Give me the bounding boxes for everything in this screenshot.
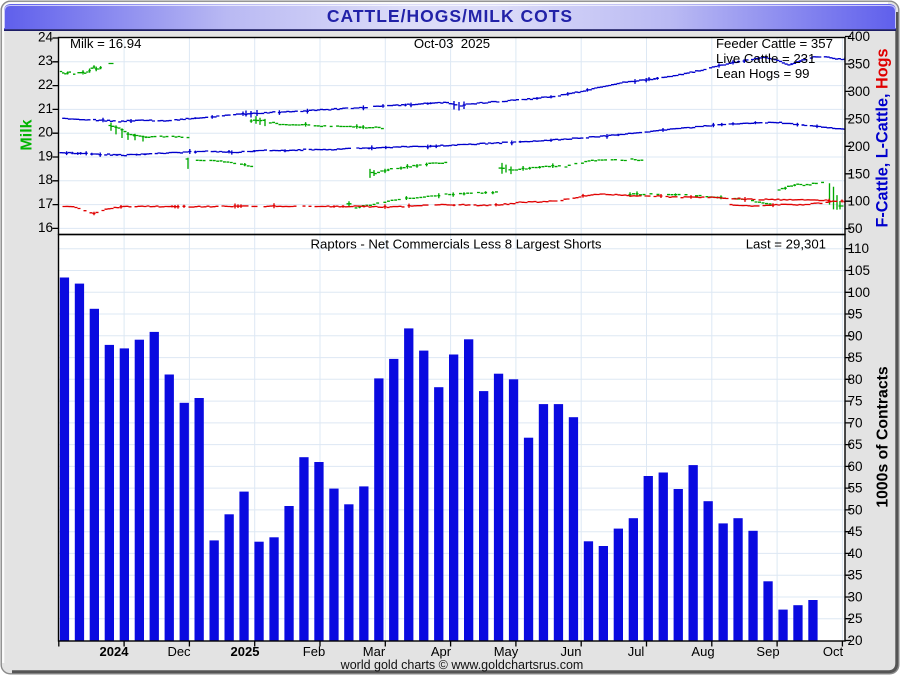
svg-text:25: 25: [848, 611, 863, 626]
svg-text:40: 40: [848, 546, 863, 561]
svg-text:Jun: Jun: [561, 644, 582, 659]
svg-text:20: 20: [848, 633, 863, 648]
svg-text:Feeder Cattle = 357: Feeder Cattle = 357: [716, 36, 833, 51]
svg-text:16: 16: [38, 220, 53, 235]
svg-text:Last = 29,301: Last = 29,301: [746, 237, 826, 252]
svg-text:50: 50: [848, 502, 863, 517]
svg-text:17: 17: [38, 196, 53, 211]
svg-text:F-Cattle, L-Cattle, Hogs: F-Cattle, L-Cattle, Hogs: [874, 49, 892, 228]
svg-text:45: 45: [848, 524, 863, 539]
svg-text:100: 100: [848, 194, 871, 209]
svg-text:21: 21: [38, 101, 53, 116]
svg-text:75: 75: [848, 394, 863, 409]
svg-text:2024: 2024: [100, 644, 130, 659]
svg-text:18: 18: [38, 172, 53, 187]
svg-text:Apr: Apr: [431, 644, 452, 659]
svg-text:Jul: Jul: [628, 644, 645, 659]
svg-text:Oct: Oct: [823, 644, 844, 659]
svg-text:80: 80: [848, 372, 863, 387]
svg-text:Oct-03 2025: Oct-03 2025: [414, 36, 490, 51]
svg-text:350: 350: [848, 56, 871, 71]
svg-text:110: 110: [848, 241, 870, 256]
svg-text:Dec: Dec: [167, 644, 191, 659]
svg-text:300: 300: [848, 84, 871, 99]
svg-text:400: 400: [848, 29, 871, 44]
svg-text:Sep: Sep: [756, 644, 779, 659]
svg-text:Raptors - Net Commercials Less: Raptors - Net Commercials Less 8 Largest…: [311, 237, 602, 252]
svg-text:2025: 2025: [231, 644, 260, 659]
svg-text:Mar: Mar: [363, 644, 386, 659]
svg-text:35: 35: [848, 568, 863, 583]
svg-text:Milk = 16.94: Milk = 16.94: [70, 36, 141, 51]
svg-text:200: 200: [848, 139, 871, 154]
svg-text:Live Cattle = 231: Live Cattle = 231: [716, 51, 815, 66]
svg-text:50: 50: [848, 221, 863, 236]
svg-text:30: 30: [848, 589, 863, 604]
svg-text:95: 95: [848, 307, 863, 322]
svg-text:90: 90: [848, 328, 863, 343]
svg-text:Milk: Milk: [19, 119, 36, 150]
svg-text:85: 85: [848, 350, 863, 365]
svg-text:world gold charts © www.goldch: world gold charts © www.goldchartsrus.co…: [340, 658, 584, 672]
svg-text:1000s of Contracts: 1000s of Contracts: [875, 366, 892, 508]
svg-text:24: 24: [38, 29, 54, 44]
svg-text:May: May: [494, 644, 519, 659]
svg-text:20: 20: [38, 125, 53, 140]
svg-text:60: 60: [848, 459, 863, 474]
svg-text:22: 22: [38, 77, 53, 92]
svg-text:55: 55: [848, 481, 863, 496]
svg-text:CATTLE/HOGS/MILK COTS: CATTLE/HOGS/MILK COTS: [327, 6, 573, 26]
svg-text:19: 19: [38, 148, 53, 163]
svg-text:65: 65: [848, 437, 863, 452]
svg-text:105: 105: [848, 263, 871, 278]
svg-text:23: 23: [38, 53, 53, 68]
svg-text:70: 70: [848, 415, 863, 430]
svg-text:250: 250: [848, 111, 871, 126]
svg-text:Aug: Aug: [691, 644, 714, 659]
svg-text:Lean Hogs = 99: Lean Hogs = 99: [716, 66, 810, 81]
svg-text:100: 100: [848, 285, 871, 300]
svg-text:Feb: Feb: [303, 644, 325, 659]
svg-text:150: 150: [848, 166, 871, 181]
